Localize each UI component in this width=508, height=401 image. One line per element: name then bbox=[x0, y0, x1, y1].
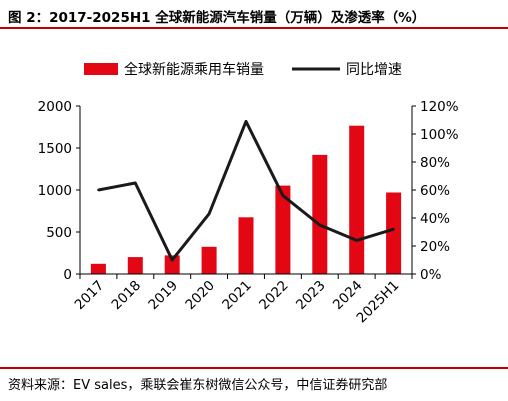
y-right-tick-label: 0% bbox=[420, 267, 442, 283]
line-group bbox=[97, 119, 395, 262]
y-left-tick-label: 500 bbox=[46, 225, 72, 241]
bar-2021 bbox=[238, 217, 254, 274]
y-left-tick-label: 0 bbox=[63, 267, 72, 283]
y-left-tick-label: 1000 bbox=[38, 183, 72, 199]
legend: 全球新能源乘用车销量 同比增速 bbox=[84, 61, 402, 78]
bar-2023 bbox=[312, 154, 328, 274]
title-rule bbox=[0, 27, 508, 29]
x-tick-label: 2019 bbox=[145, 278, 181, 314]
bar-2025H1 bbox=[386, 192, 402, 274]
x-tick-label: 2018 bbox=[109, 278, 145, 314]
line-point-2017 bbox=[97, 188, 100, 192]
chart-area: 全球新能源乘用车销量 同比增速 0 500 1000 1500 2000 0% 20% 40% 6… bbox=[38, 61, 459, 326]
line-point-2018 bbox=[134, 181, 137, 185]
chart-title: 图 2：2017-2025H1 全球新能源汽车销量（万辆）及渗透率（%） bbox=[8, 10, 426, 26]
x-tick-label: 2020 bbox=[182, 278, 218, 314]
bars-group bbox=[90, 125, 402, 274]
x-tick-label: 2017 bbox=[72, 278, 108, 314]
bar-2018 bbox=[127, 257, 143, 274]
y-left-tick-label: 1500 bbox=[38, 141, 72, 157]
source-note: 资料来源：EV sales，乘联会崔东树微信公众号，中信证券研究部 bbox=[8, 378, 388, 393]
bar-2022 bbox=[275, 185, 291, 274]
x-tick-label: 2023 bbox=[293, 278, 329, 314]
legend-bar-label: 全球新能源乘用车销量 bbox=[124, 61, 264, 78]
line-point-2024 bbox=[355, 239, 358, 242]
y-right-tick-label: 100% bbox=[420, 127, 459, 143]
line-point-2020 bbox=[207, 212, 211, 215]
x-tick-label: 2022 bbox=[256, 278, 292, 314]
source-rule bbox=[0, 367, 508, 369]
line-point-2025H1 bbox=[392, 228, 395, 231]
line-point-2021 bbox=[244, 120, 248, 123]
line-point-2019 bbox=[171, 258, 174, 262]
x-tick-label: 2021 bbox=[219, 278, 255, 314]
line-point-2022 bbox=[281, 194, 285, 197]
legend-line-label: 同比增速 bbox=[346, 62, 402, 78]
y-right-tick-label: 80% bbox=[420, 155, 450, 171]
y-right-tick-label: 120% bbox=[420, 99, 459, 115]
bar-2020 bbox=[201, 246, 217, 274]
bar-2024 bbox=[349, 125, 365, 274]
bar-2017 bbox=[90, 263, 106, 274]
y-left-tick-label: 2000 bbox=[38, 99, 72, 115]
bar-2019 bbox=[164, 255, 180, 274]
y-right-tick-label: 20% bbox=[420, 239, 450, 255]
line-point-2023 bbox=[318, 223, 321, 227]
y-right-tick-label: 60% bbox=[420, 183, 450, 199]
y-right-tick-label: 40% bbox=[420, 211, 450, 227]
legend-bar-swatch bbox=[84, 63, 118, 75]
